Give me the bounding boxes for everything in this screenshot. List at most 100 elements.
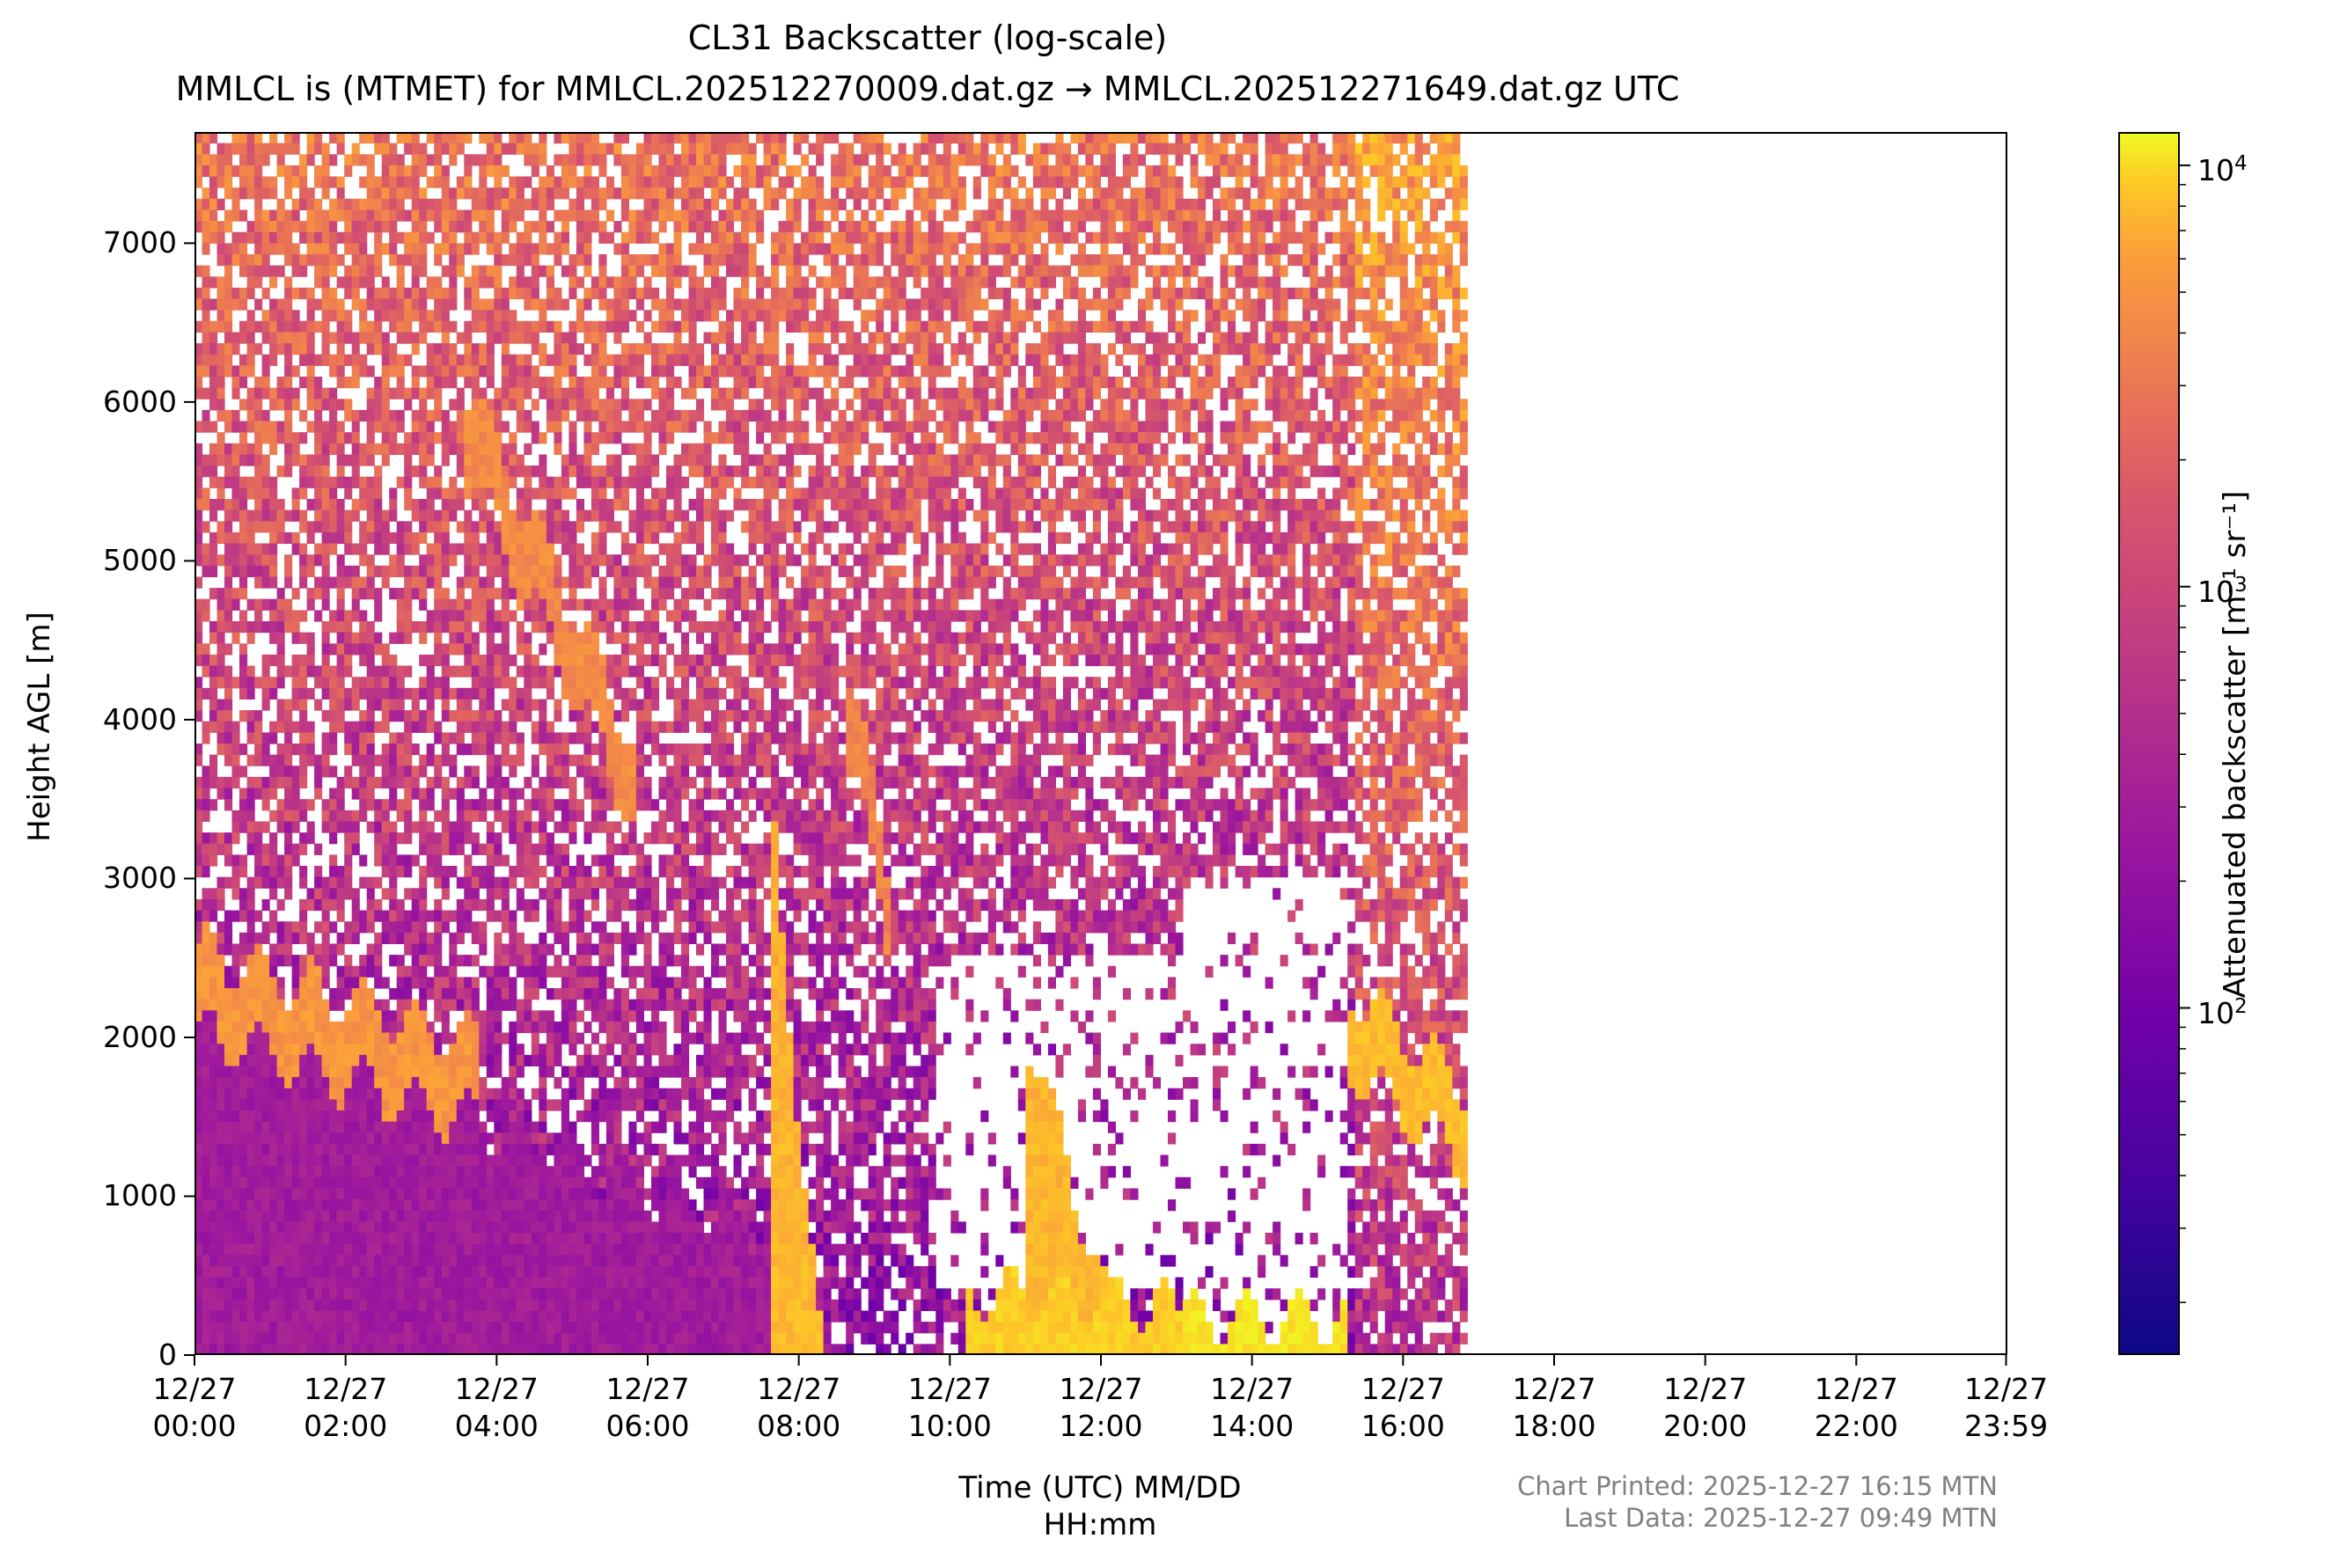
heatmap-cell <box>321 221 330 233</box>
heatmap-cell <box>471 209 480 222</box>
heatmap-cell <box>449 1299 458 1311</box>
heatmap-cell <box>231 1310 240 1323</box>
heatmap-cell <box>546 898 554 912</box>
heatmap-cell <box>576 1176 584 1189</box>
heatmap-cell <box>284 1199 293 1212</box>
heatmap-cell <box>261 543 270 555</box>
heatmap-cell <box>381 1210 390 1222</box>
heatmap-cell <box>449 221 458 233</box>
heatmap-cell <box>605 1199 614 1212</box>
heatmap-cell <box>291 399 300 411</box>
heatmap-cell <box>231 1054 240 1066</box>
heatmap-cell <box>224 876 233 889</box>
heatmap-cell <box>351 287 360 300</box>
heatmap-cell <box>419 1021 428 1034</box>
heatmap-cell <box>449 1322 458 1334</box>
heatmap-cell <box>351 1221 360 1234</box>
heatmap-cell <box>509 977 517 989</box>
heatmap-cell <box>269 921 278 934</box>
heatmap-cell <box>224 965 233 978</box>
heatmap-cell <box>554 343 562 355</box>
heatmap-cell <box>456 1066 465 1078</box>
heatmap-cell <box>605 955 614 967</box>
heatmap-cell <box>276 621 285 634</box>
heatmap-cell <box>381 677 390 689</box>
heatmap-cell <box>284 531 293 545</box>
heatmap-cell <box>202 265 210 277</box>
heatmap-cell <box>389 776 398 789</box>
heatmap-cell <box>449 598 458 611</box>
heatmap-cell <box>426 977 435 989</box>
heatmap-cell <box>411 231 420 244</box>
heatmap-cell <box>336 598 345 611</box>
heatmap-cell <box>598 943 607 956</box>
heatmap-cell <box>568 377 577 389</box>
heatmap-cell <box>441 1166 450 1178</box>
heatmap-cell <box>231 955 240 967</box>
heatmap-cell <box>336 1077 345 1089</box>
heatmap-cell <box>471 1299 480 1311</box>
heatmap-cell <box>613 866 622 878</box>
heatmap-cell <box>456 621 465 634</box>
heatmap-cell <box>434 554 443 567</box>
heatmap-cell <box>464 165 473 178</box>
heatmap-cell <box>224 343 233 355</box>
heatmap-cell <box>261 521 270 533</box>
heatmap-cell <box>554 955 562 967</box>
heatmap-cell <box>554 1243 562 1256</box>
heatmap-cell <box>583 399 592 411</box>
heatmap-cell <box>568 888 577 900</box>
heatmap-cell <box>471 231 480 244</box>
heatmap-cell <box>411 1110 420 1123</box>
heatmap-cell <box>389 354 398 366</box>
heatmap-cell <box>314 1199 323 1212</box>
heatmap-cell <box>404 710 413 722</box>
heatmap-cell <box>404 766 413 778</box>
heatmap-cell <box>404 399 413 411</box>
heatmap-cell <box>344 1132 353 1145</box>
heatmap-cell <box>554 176 562 188</box>
heatmap-cell <box>404 754 413 766</box>
heatmap-cell <box>479 1188 488 1200</box>
heatmap-cell <box>419 999 428 1011</box>
heatmap-cell <box>351 1143 360 1156</box>
heatmap-cell <box>576 854 584 867</box>
heatmap-cell <box>254 1132 263 1145</box>
heatmap-cell <box>216 598 225 611</box>
heatmap-cell <box>239 254 248 267</box>
heatmap-cell <box>246 710 255 722</box>
heatmap-cell <box>246 143 255 155</box>
heatmap-cell <box>329 1243 338 1256</box>
heatmap-cell <box>389 1166 398 1178</box>
heatmap-cell <box>583 476 592 488</box>
heatmap-cell <box>336 1277 345 1289</box>
heatmap-cell <box>441 365 450 377</box>
heatmap-cell <box>299 409 308 422</box>
heatmap-cell <box>598 1199 607 1212</box>
heatmap-cell <box>464 1243 473 1256</box>
heatmap-cell <box>314 554 323 567</box>
heatmap-cell <box>254 776 263 789</box>
heatmap-cell <box>411 687 420 700</box>
heatmap-cell <box>291 1188 300 1200</box>
heatmap-cell <box>546 598 554 611</box>
heatmap-cell <box>329 1044 338 1056</box>
heatmap-cell <box>306 287 315 300</box>
heatmap-cell <box>202 1044 210 1056</box>
heatmap-cell <box>568 576 577 589</box>
heatmap-cell <box>216 588 225 600</box>
heatmap-cell <box>494 1288 502 1301</box>
heatmap-cell <box>434 1243 443 1256</box>
heatmap-cell <box>591 354 599 366</box>
heatmap-cell <box>269 1310 278 1323</box>
heatmap-cell <box>404 1032 413 1044</box>
heatmap-cell <box>396 610 405 622</box>
heatmap-cell <box>449 843 458 855</box>
heatmap-cell <box>539 776 547 789</box>
heatmap-cell <box>434 598 443 611</box>
heatmap-cell <box>381 687 390 700</box>
heatmap-cell <box>269 632 278 644</box>
heatmap-cell <box>276 1310 285 1323</box>
heatmap-cell <box>291 1221 300 1234</box>
heatmap-cell <box>539 509 547 522</box>
